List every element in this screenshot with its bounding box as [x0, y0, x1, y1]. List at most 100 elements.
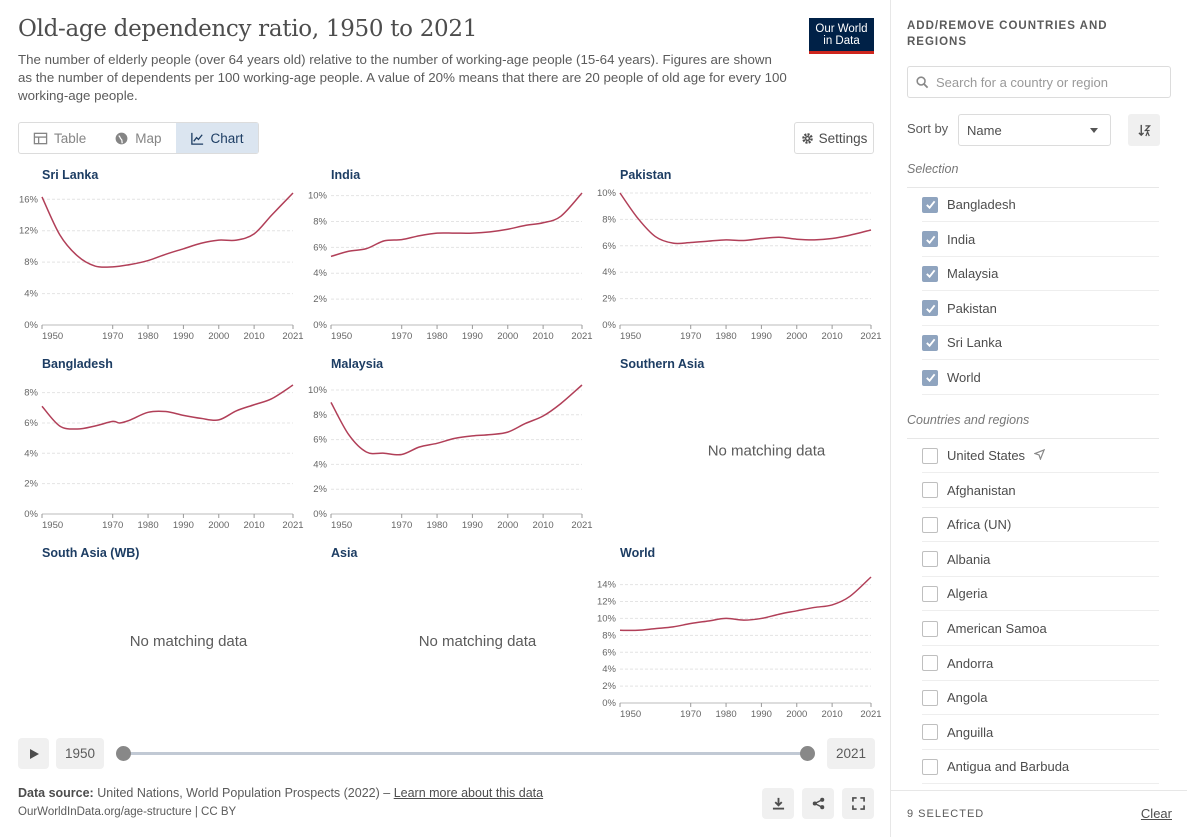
settings-label: Settings: [818, 130, 868, 146]
timeline-start-handle[interactable]: [116, 746, 131, 761]
x-tick-label: 1970: [102, 331, 123, 342]
chevron-down-icon: [1090, 128, 1098, 133]
selection-heading: Selection: [907, 162, 959, 176]
country-search-input[interactable]: Search for a country or region: [907, 66, 1171, 98]
entity-item[interactable]: Albania: [922, 543, 1159, 577]
entity-item[interactable]: American Samoa: [922, 612, 1159, 646]
y-tick-label: 0%: [24, 509, 38, 520]
panel-title: Pakistan: [620, 168, 671, 182]
x-tick-label: 2000: [208, 331, 229, 342]
y-tick-label: 4%: [313, 268, 327, 279]
download-button[interactable]: [762, 788, 794, 819]
checkbox[interactable]: [922, 551, 938, 568]
source-url[interactable]: OurWorldInData.org/age-structure | CC BY: [18, 806, 237, 818]
chart-subtitle: The number of elderly people (over 64 ye…: [18, 52, 787, 103]
entity-item[interactable]: United States: [922, 439, 1159, 473]
checkbox[interactable]: [922, 265, 938, 282]
checkbox[interactable]: [922, 369, 938, 386]
chart-panel: Bangladesh 0% 2% 4% 6% 8% 1950 1970 1980 1990 2000…: [24, 357, 303, 531]
y-tick-label: 0%: [24, 320, 38, 331]
y-tick-label: 0%: [313, 320, 327, 331]
play-icon: [29, 748, 39, 759]
entity-item[interactable]: Afghanistan: [922, 474, 1159, 508]
sort-order-button[interactable]: [1128, 114, 1160, 146]
tab-table[interactable]: Table: [19, 123, 100, 153]
checkbox[interactable]: [922, 482, 938, 499]
checkbox[interactable]: [922, 300, 938, 317]
selector-title: ADD/REMOVE COUNTRIES AND REGIONS: [907, 20, 1108, 48]
timeline-end-handle[interactable]: [800, 746, 815, 761]
entity-item[interactable]: Anguilla: [922, 716, 1159, 750]
entity-item[interactable]: Antigua and Barbuda: [922, 750, 1159, 785]
x-tick-label: 1990: [173, 331, 194, 342]
section-divider: [907, 187, 1159, 188]
data-source-text: United Nations, World Population Prospec…: [97, 786, 391, 800]
checkbox[interactable]: [922, 334, 938, 351]
entity-item[interactable]: Algeria: [922, 577, 1159, 612]
learn-more-link[interactable]: Learn more about this data: [393, 786, 544, 800]
checkbox[interactable]: [922, 585, 938, 602]
entity-item[interactable]: Angola: [922, 681, 1159, 716]
tab-map[interactable]: Map: [100, 123, 175, 153]
sort-by-select[interactable]: Name: [958, 114, 1111, 146]
owid-logo[interactable]: Our World in Data: [809, 18, 874, 54]
checkbox[interactable]: [922, 655, 938, 672]
checkbox[interactable]: [922, 724, 938, 741]
entity-label: India: [947, 231, 976, 247]
entity-label: Pakistan: [947, 300, 997, 316]
y-tick-label: 10%: [308, 385, 328, 396]
y-tick-label: 10%: [308, 191, 328, 202]
check-icon: [925, 269, 935, 279]
timeline-slider[interactable]: [124, 752, 808, 755]
y-tick-label: 8%: [602, 214, 616, 225]
play-button[interactable]: [18, 738, 49, 769]
fullscreen-button[interactable]: [842, 788, 874, 819]
tab-chart[interactable]: Chart: [175, 123, 258, 153]
entity-item[interactable]: Andorra: [922, 647, 1159, 681]
checkbox[interactable]: [922, 231, 938, 248]
x-tick-label: 2021: [282, 331, 303, 342]
y-tick-label: 12%: [19, 226, 39, 237]
y-tick-label: 8%: [602, 630, 616, 641]
checkbox[interactable]: [922, 620, 938, 637]
checkbox[interactable]: [922, 196, 938, 213]
chart-panel: South Asia (WB) No matching data: [42, 546, 248, 650]
entity-item[interactable]: Pakistan: [922, 292, 1159, 326]
timeline-start-year[interactable]: 1950: [56, 738, 105, 769]
checkbox[interactable]: [922, 758, 938, 775]
checkbox[interactable]: [922, 516, 938, 533]
entity-item[interactable]: Africa (UN): [922, 508, 1159, 543]
y-tick-label: 4%: [24, 448, 38, 459]
checkbox[interactable]: [922, 447, 938, 464]
entity-item[interactable]: World: [922, 361, 1159, 395]
download-icon: [772, 797, 784, 810]
panel-title: Malaysia: [331, 357, 384, 371]
x-tick-label: 2010: [244, 331, 265, 342]
timeline-end-year[interactable]: 2021: [827, 738, 876, 769]
x-tick-label: 2000: [208, 520, 229, 531]
y-tick-label: 4%: [602, 267, 616, 278]
x-tick-label: 2010: [822, 709, 843, 720]
y-tick-label: 6%: [24, 418, 38, 429]
entity-item[interactable]: Sri Lanka: [922, 326, 1159, 361]
x-tick-label: 2000: [786, 709, 807, 720]
entity-label: Antigua and Barbuda: [947, 759, 1070, 775]
entity-item[interactable]: Bangladesh: [922, 188, 1159, 222]
tab-table-label: Table: [54, 130, 87, 146]
checkbox[interactable]: [922, 689, 938, 706]
share-button[interactable]: [802, 788, 834, 819]
search-icon: [916, 75, 929, 88]
settings-button[interactable]: Settings: [794, 122, 874, 154]
x-tick-label: 1950: [620, 331, 641, 342]
x-tick-label: 1950: [331, 331, 352, 342]
entity-item[interactable]: India: [922, 223, 1159, 257]
chart-panel: Southern Asia No matching data: [620, 357, 826, 460]
entity-label: Andorra: [947, 655, 994, 671]
search-placeholder: Search for a country or region: [936, 74, 1108, 90]
chart-panel: Malaysia 0% 2% 4% 6% 8% 10% 1950 1970 1980 1990 200…: [308, 357, 593, 531]
chart-panel: India 0% 2% 4% 6% 8% 10% 1950 1970 1980 1990 2000 20…: [308, 168, 593, 342]
clear-button[interactable]: Clear: [1140, 806, 1172, 821]
entity-label: American Samoa: [947, 621, 1047, 636]
entity-item[interactable]: Malaysia: [922, 257, 1159, 292]
check-icon: [925, 200, 935, 210]
